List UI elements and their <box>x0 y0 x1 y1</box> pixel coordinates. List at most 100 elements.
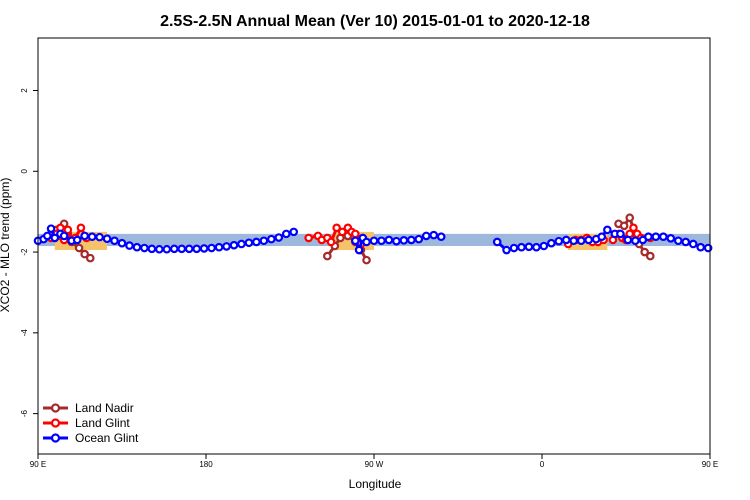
data-point-1-0-7 <box>76 223 86 233</box>
data-point-2-2-0 <box>362 237 371 247</box>
data-point-0-0-7 <box>85 253 95 263</box>
data-point-2-3-25 <box>673 236 683 246</box>
data-point-2-3-5 <box>532 242 541 252</box>
series-layer <box>33 213 713 265</box>
data-point-2-3-23 <box>659 232 668 242</box>
data-point-2-0-19 <box>155 244 164 254</box>
data-point-2-2-9 <box>429 230 439 240</box>
data-point-2-0-13 <box>110 236 119 246</box>
data-point-0-2-2 <box>625 213 635 223</box>
legend-marker-0 <box>50 403 61 413</box>
data-point-2-2-8 <box>421 231 431 241</box>
legend-marker-1 <box>50 418 61 428</box>
data-point-2-1-1 <box>354 245 364 255</box>
data-point-0-2-5 <box>640 247 649 257</box>
data-point-2-3-6 <box>539 241 549 251</box>
y-tick-label-3: -4 <box>20 329 29 337</box>
x-tick-label-4: 90 E <box>702 460 718 469</box>
data-point-2-0-21 <box>169 244 179 254</box>
data-point-2-3-8 <box>554 236 564 246</box>
data-point-2-0-36 <box>281 229 291 239</box>
data-point-2-1-0 <box>351 236 360 246</box>
data-point-2-3-17 <box>616 229 625 239</box>
data-point-2-3-3 <box>517 242 526 252</box>
data-point-2-0-26 <box>207 243 216 253</box>
legend-label-2: Ocean Glint <box>75 431 139 445</box>
data-point-2-0-34 <box>267 234 276 244</box>
data-point-2-3-9 <box>561 235 571 245</box>
data-point-2-0-25 <box>199 244 209 253</box>
data-point-2-3-2 <box>509 243 519 253</box>
data-point-1-1-5 <box>332 223 341 233</box>
data-point-2-3-1 <box>502 245 511 255</box>
data-point-2-0-16 <box>132 242 142 252</box>
data-point-2-0-30 <box>237 239 246 249</box>
x-axis-label: Longitude <box>349 477 402 491</box>
data-point-2-3-24 <box>666 234 676 243</box>
y-tick-label-4: -6 <box>20 410 29 418</box>
data-point-0-2-6 <box>645 251 655 261</box>
chart-title: 2.5S-2.5N Annual Mean (Ver 10) 2015-01-0… <box>160 13 590 30</box>
data-point-1-1-9 <box>351 229 360 239</box>
data-point-2-0-37 <box>289 227 299 237</box>
y-axis-label: XCO2 - MLO trend (ppm) <box>0 178 12 313</box>
data-point-1-1-4 <box>326 237 336 247</box>
data-point-0-2-1 <box>619 221 629 231</box>
data-point-2-0-22 <box>177 244 187 254</box>
x-tick-label-3: 0 <box>540 460 545 469</box>
data-point-1-1-0 <box>304 233 313 243</box>
data-point-2-0-11 <box>95 232 104 242</box>
legend-marker-2 <box>50 433 61 443</box>
data-point-2-3-27 <box>688 239 698 249</box>
data-point-2-2-3 <box>384 235 394 245</box>
x-tick-label-2: 90 W <box>365 460 384 469</box>
data-point-2-0-4 <box>50 233 60 243</box>
data-point-2-2-6 <box>407 235 416 245</box>
x-axis: 90 E 180 90 W 0 90 E <box>30 454 718 469</box>
data-point-2-0-20 <box>162 244 172 254</box>
data-point-2-0-32 <box>252 237 261 247</box>
data-point-2-2-10 <box>436 232 446 242</box>
data-point-2-2-5 <box>399 236 409 245</box>
data-point-2-3-28 <box>696 242 705 252</box>
data-point-2-3-10 <box>569 236 579 246</box>
data-point-2-0-8 <box>72 235 82 245</box>
data-point-2-3-0 <box>492 237 502 247</box>
data-point-2-0-31 <box>244 238 254 248</box>
data-point-2-0-24 <box>192 244 201 254</box>
data-point-2-3-14 <box>597 232 607 242</box>
data-point-2-0-23 <box>184 244 194 254</box>
data-point-2-3-7 <box>547 238 556 248</box>
legend-label-1: Land Glint <box>75 416 130 430</box>
data-point-2-0-17 <box>140 243 149 253</box>
data-point-2-0-18 <box>147 244 157 254</box>
data-point-0-0-5 <box>74 243 84 253</box>
data-point-0-0-6 <box>80 249 89 259</box>
y-axis: 2 0 -2 -4 -6 <box>20 88 38 417</box>
y-tick-label-1: 0 <box>20 169 29 174</box>
data-point-2-0-33 <box>259 236 269 246</box>
data-point-2-0-3 <box>46 224 56 233</box>
data-point-2-3-4 <box>524 242 534 252</box>
data-point-1-3-5 <box>629 223 638 233</box>
data-point-2-3-26 <box>681 237 691 247</box>
legend-label-0: Land Nadir <box>75 401 134 415</box>
data-point-0-1-0 <box>323 251 332 261</box>
data-point-2-0-10 <box>87 232 97 242</box>
data-point-2-0-6 <box>59 231 69 241</box>
data-point-1-1-6 <box>337 227 347 237</box>
data-point-2-0-9 <box>80 231 89 241</box>
x-tick-label-1: 180 <box>199 460 213 469</box>
y-tick-label-0: 2 <box>20 88 29 93</box>
data-point-2-3-21 <box>644 232 653 242</box>
data-point-2-3-12 <box>584 235 593 245</box>
data-point-2-0-14 <box>117 238 127 248</box>
data-point-2-0-2 <box>43 231 52 241</box>
data-point-1-0-4 <box>63 225 73 235</box>
data-point-2-2-2 <box>377 236 386 246</box>
data-point-2-2-4 <box>392 236 401 246</box>
data-point-2-0-29 <box>229 240 239 250</box>
data-point-2-0-27 <box>214 242 224 252</box>
